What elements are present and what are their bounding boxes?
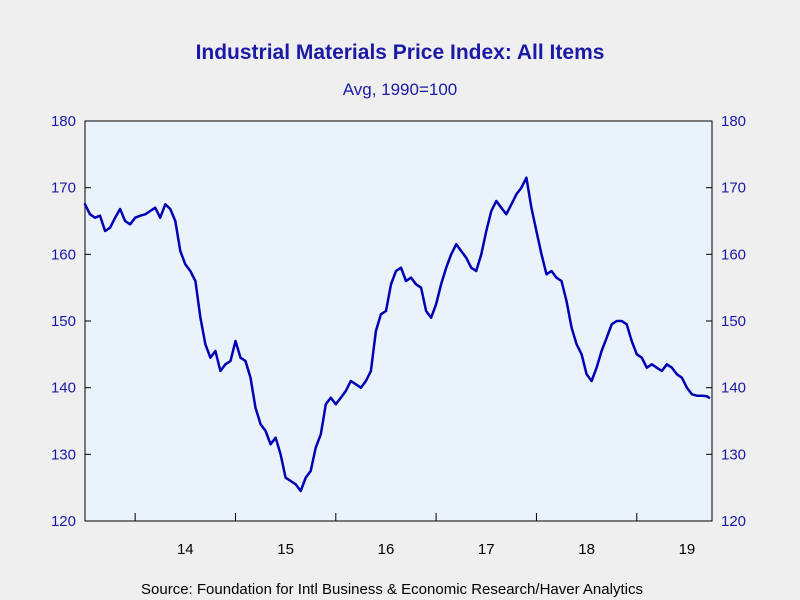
y-tick-label-right: 160 bbox=[721, 246, 746, 263]
y-tick-label-left: 120 bbox=[51, 513, 76, 530]
x-tick-label: 18 bbox=[578, 541, 595, 558]
y-axis-right: 120 130 140 150 160 170 180 bbox=[706, 113, 746, 530]
y-tick-label-right: 180 bbox=[721, 113, 746, 130]
chart-subtitle: Avg, 1990=100 bbox=[343, 80, 458, 99]
source-note: Source: Foundation for Intl Business & E… bbox=[141, 581, 643, 598]
x-tick-label: 19 bbox=[679, 541, 696, 558]
chart-title: Industrial Materials Price Index: All It… bbox=[196, 41, 605, 64]
y-tick-label-left: 160 bbox=[51, 246, 76, 263]
y-tick-label-left: 180 bbox=[51, 113, 76, 130]
y-tick-label-left: 140 bbox=[51, 380, 76, 397]
y-tick-label-right: 120 bbox=[721, 513, 746, 530]
x-axis: 14 15 16 17 18 19 bbox=[134, 513, 696, 558]
x-tick-label: 17 bbox=[478, 541, 495, 558]
y-tick-label-left: 150 bbox=[51, 313, 76, 330]
plot-area bbox=[84, 120, 713, 522]
x-tick-label: 14 bbox=[177, 541, 194, 558]
y-axis-left: 120 130 140 150 160 170 180 bbox=[51, 113, 91, 530]
y-tick-label-right: 150 bbox=[721, 313, 746, 330]
y-tick-label-right: 140 bbox=[721, 380, 746, 397]
y-tick-label-right: 130 bbox=[721, 446, 746, 463]
y-tick-label-left: 130 bbox=[51, 446, 76, 463]
x-tick-label: 16 bbox=[378, 541, 395, 558]
y-tick-label-right: 170 bbox=[721, 180, 746, 197]
y-tick-label-left: 170 bbox=[51, 180, 76, 197]
x-tick-label: 15 bbox=[277, 541, 294, 558]
series-line bbox=[83, 176, 711, 493]
